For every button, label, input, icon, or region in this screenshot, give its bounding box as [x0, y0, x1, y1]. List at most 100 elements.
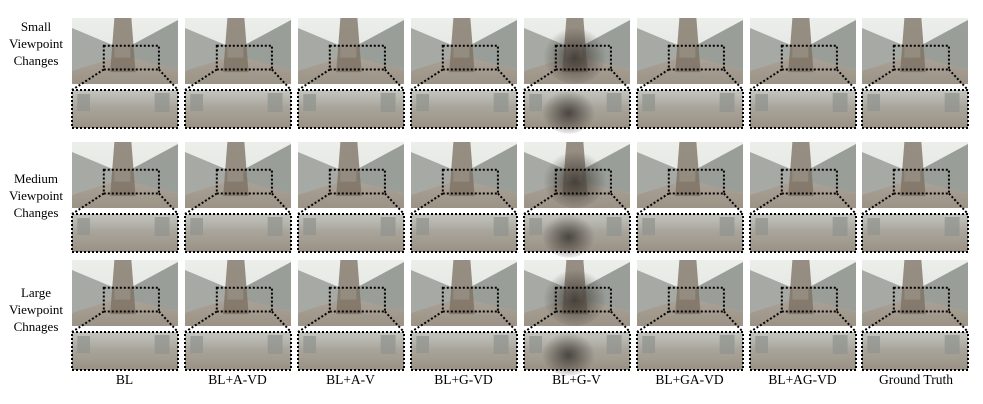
- tree-trunk: [675, 142, 701, 197]
- building-left: [862, 28, 905, 71]
- zoom-region-box: [102, 44, 160, 71]
- zoom-region-box: [102, 168, 160, 195]
- zoom-inset-border: [410, 213, 518, 253]
- zoom-window: [154, 217, 170, 236]
- building-left: [185, 270, 228, 313]
- zoom-inset-border: [297, 331, 405, 371]
- zoom-window: [606, 217, 622, 236]
- zoom-window: [832, 93, 848, 112]
- scene-image-large-bl-ag-vd: [749, 260, 857, 371]
- zoom-window: [529, 94, 543, 112]
- zoom-region-box: [215, 286, 273, 313]
- zoom-inset-border: [861, 331, 969, 371]
- zoom-window: [380, 217, 396, 236]
- building-right: [808, 144, 856, 194]
- building-right: [243, 262, 291, 312]
- scene-image-large-bl-ga-vd: [636, 260, 744, 371]
- building-right: [920, 262, 968, 312]
- building-right: [130, 144, 178, 194]
- scene-image-large-ground-truth: [861, 260, 969, 371]
- zoom-region-box: [892, 44, 950, 71]
- tree-trunk: [223, 142, 249, 197]
- connector-line: [158, 68, 179, 91]
- zoom-window: [190, 336, 204, 354]
- zoom-window: [642, 94, 656, 112]
- row-label-line: Viewpoint: [8, 302, 64, 317]
- tree-trunk: [336, 260, 362, 315]
- zoom-region-box: [554, 44, 612, 71]
- building-left: [637, 270, 680, 313]
- connector-line: [384, 68, 405, 91]
- column-label-bl-ga-vd: BL+GA-VD: [655, 372, 724, 387]
- column-label-bl-g-v: BL+G-V: [552, 372, 601, 387]
- zoom-window: [154, 335, 170, 354]
- building-left: [185, 152, 228, 195]
- connector-line: [723, 192, 744, 215]
- building-right: [695, 262, 743, 312]
- connector-line: [723, 310, 744, 333]
- zoom-inset-border: [410, 89, 518, 129]
- zoom-window: [303, 218, 317, 236]
- zoom-window: [267, 217, 283, 236]
- tree-trunk: [900, 18, 926, 73]
- zoom-dark-artifact: [542, 212, 596, 258]
- tree-trunk: [223, 260, 249, 315]
- zoom-window: [303, 94, 317, 112]
- connector-line: [497, 192, 518, 215]
- tree-trunk: [788, 260, 814, 315]
- zoom-inset-border: [184, 213, 292, 253]
- zoom-region-box: [780, 168, 838, 195]
- tree-trunk: [675, 260, 701, 315]
- building-right: [808, 262, 856, 312]
- scene-image-small-bl-g-vd: [410, 18, 518, 129]
- zoom-window: [190, 218, 204, 236]
- scene-image-medium-bl-g-vd: [410, 142, 518, 253]
- connector-line: [610, 68, 631, 91]
- building-right: [695, 20, 743, 70]
- scene-image-small-bl-a-vd: [184, 18, 292, 129]
- tree-trunk: [900, 260, 926, 315]
- zoom-region-box: [667, 168, 725, 195]
- connector-line: [836, 68, 857, 91]
- tree-trunk: [110, 142, 136, 197]
- connector-line: [610, 192, 631, 215]
- zoom-window: [493, 335, 509, 354]
- zoom-region-box: [328, 168, 386, 195]
- zoom-window: [154, 93, 170, 112]
- zoom-inset-border: [749, 89, 857, 129]
- row-label-large: Large Viewpoint Chnages: [4, 284, 68, 335]
- zoom-window: [77, 336, 91, 354]
- zoom-region-box: [667, 286, 725, 313]
- building-left: [750, 270, 793, 313]
- zoom-region-box: [780, 286, 838, 313]
- zoom-window: [380, 335, 396, 354]
- row-label-small: Small Viewpoint Changes: [4, 18, 68, 69]
- zoom-window: [529, 218, 543, 236]
- building-right: [356, 262, 404, 312]
- zoom-inset-border: [297, 213, 405, 253]
- zoom-inset-border: [297, 89, 405, 129]
- scene-image-medium-bl: [71, 142, 179, 253]
- zoom-window: [529, 336, 543, 354]
- zoom-inset-border: [861, 213, 969, 253]
- zoom-window: [606, 93, 622, 112]
- scene-image-large-bl-a-vd: [184, 260, 292, 371]
- scene-image-small-bl-g-v: [523, 18, 631, 134]
- scene-image-small-bl-ga-vd: [636, 18, 744, 129]
- building-left: [298, 152, 341, 195]
- building-left: [185, 28, 228, 71]
- zoom-window: [380, 93, 396, 112]
- building-right: [356, 20, 404, 70]
- zoom-window: [642, 336, 656, 354]
- tree-trunk: [675, 18, 701, 73]
- dark-artifact: [543, 266, 607, 326]
- building-left: [298, 28, 341, 71]
- row-label-line: Viewpoint: [8, 188, 64, 203]
- row-label-medium: Medium Viewpoint Changes: [4, 170, 68, 221]
- zoom-window: [755, 336, 769, 354]
- zoom-inset-border: [636, 213, 744, 253]
- zoom-inset-border: [749, 331, 857, 371]
- building-right: [243, 20, 291, 70]
- row-label-line: Chnages: [13, 319, 59, 334]
- zoom-region-box: [892, 168, 950, 195]
